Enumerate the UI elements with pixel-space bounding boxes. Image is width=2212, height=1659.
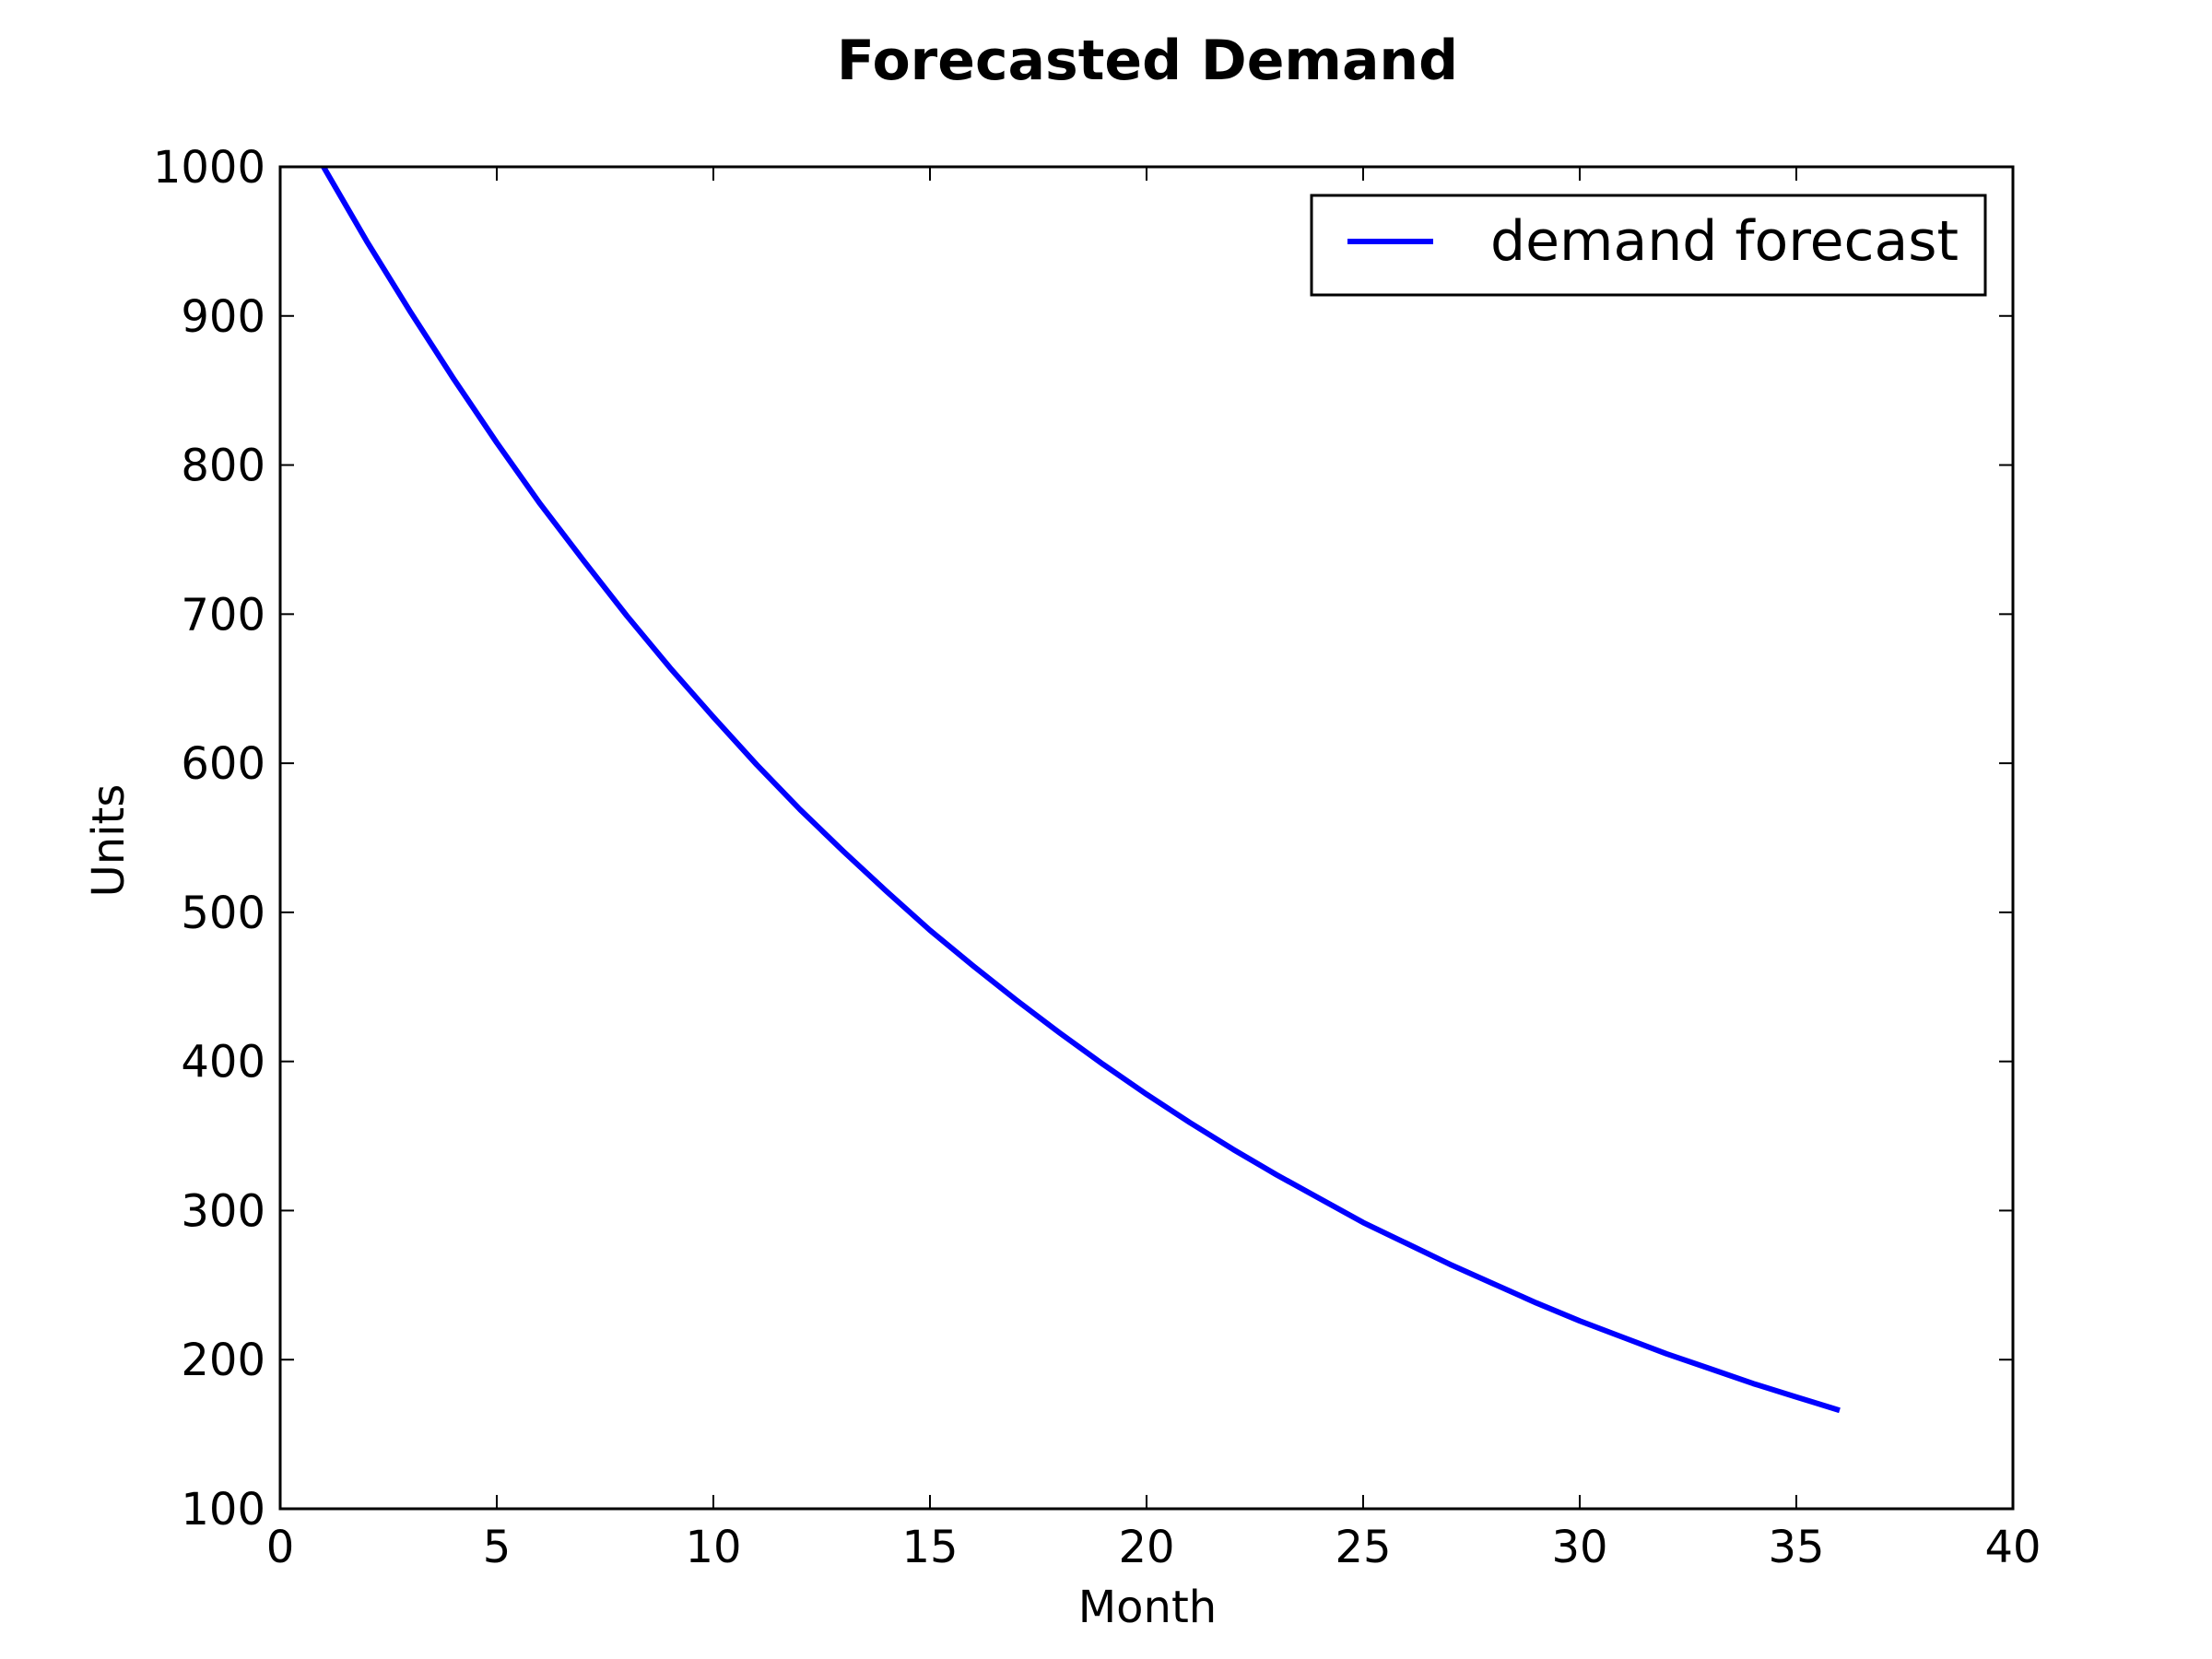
x-tick-label: 0: [266, 1522, 295, 1573]
legend: demand forecast: [1310, 194, 1987, 297]
y-tick-label: 800: [181, 441, 265, 492]
series-line-0: [321, 165, 1841, 1414]
chart-title: Forecasted Demand: [837, 29, 1458, 93]
y-tick-label: 200: [181, 1335, 265, 1386]
x-tick-label: 5: [483, 1522, 512, 1573]
y-tick-label: 400: [181, 1037, 265, 1088]
y-tick-label: 600: [181, 738, 265, 790]
x-tick-label: 40: [1984, 1522, 2041, 1573]
legend-label-demand-forecast: demand forecast: [1490, 209, 1959, 274]
y-tick-label: 700: [181, 589, 265, 641]
x-tick-label: 20: [1118, 1522, 1174, 1573]
x-tick-label: 30: [1551, 1522, 1607, 1573]
x-tick-label: 25: [1335, 1522, 1391, 1573]
y-tick-label: 500: [181, 888, 265, 939]
plot-frame: [278, 165, 2015, 1511]
y-tick-label: 300: [181, 1185, 265, 1237]
y-tick-label: 900: [181, 291, 265, 343]
x-tick-label: 35: [1768, 1522, 1824, 1573]
x-axis-label: Month: [1078, 1582, 1217, 1633]
x-tick-label: 10: [685, 1522, 741, 1573]
y-axis-label: Units: [83, 784, 135, 898]
y-tick-label: 100: [181, 1484, 265, 1535]
x-tick-label: 15: [901, 1522, 958, 1573]
legend-frame: [1310, 194, 1987, 297]
plot-area: 0 5 10 15 20 25 30 35 40 100 200 300 400 500 600 700 800…: [153, 142, 2041, 1573]
y-tick-label: 1000: [153, 142, 265, 194]
